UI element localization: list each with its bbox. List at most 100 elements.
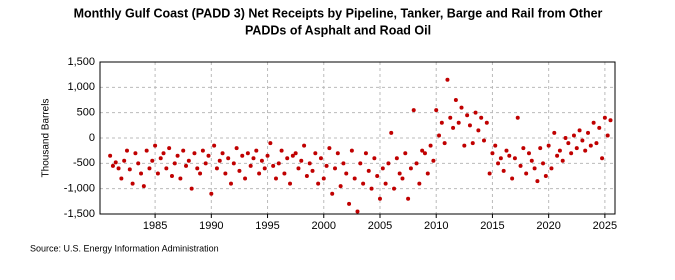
point — [150, 158, 155, 163]
point — [557, 148, 562, 153]
point — [167, 146, 172, 151]
point — [577, 128, 582, 133]
point — [316, 181, 321, 186]
point — [484, 120, 489, 125]
point — [184, 163, 189, 168]
point — [307, 161, 312, 166]
point — [203, 161, 208, 166]
point — [462, 143, 467, 148]
point — [560, 158, 565, 163]
point — [363, 151, 368, 156]
point — [366, 168, 371, 173]
point — [574, 146, 579, 151]
point — [487, 171, 492, 176]
point — [439, 120, 444, 125]
point — [136, 161, 141, 166]
point — [451, 125, 456, 130]
point — [169, 174, 174, 178]
point — [212, 143, 217, 148]
point — [288, 181, 293, 186]
point — [296, 166, 301, 171]
point — [602, 115, 607, 120]
point — [473, 110, 478, 115]
point — [588, 143, 593, 148]
point — [302, 143, 307, 148]
point — [257, 171, 262, 176]
point — [535, 179, 540, 184]
point — [113, 160, 118, 165]
x-tick-label: 1990 — [199, 220, 223, 232]
point — [231, 161, 236, 166]
point — [389, 130, 394, 135]
point — [127, 167, 132, 172]
point — [214, 166, 219, 171]
x-tick-label: 1995 — [255, 220, 279, 232]
point — [583, 148, 588, 153]
y-tick-label: -1,000 — [64, 183, 95, 195]
point — [518, 163, 523, 168]
point — [394, 156, 399, 161]
point — [375, 174, 380, 178]
point — [139, 171, 144, 176]
point — [524, 171, 529, 176]
point — [580, 138, 585, 143]
point — [411, 108, 416, 113]
point — [549, 166, 554, 171]
point — [178, 176, 183, 181]
point — [108, 153, 113, 158]
point — [341, 161, 346, 166]
point — [344, 171, 349, 176]
point — [155, 171, 160, 176]
point — [569, 151, 574, 156]
point — [153, 143, 158, 148]
point — [181, 148, 186, 153]
point — [377, 196, 382, 201]
point — [318, 156, 323, 161]
point — [299, 158, 304, 163]
point — [571, 133, 576, 138]
point — [501, 168, 506, 173]
point — [529, 158, 534, 163]
source: Source: U.S. Energy Information Administ… — [30, 243, 219, 253]
point — [538, 146, 543, 151]
point — [408, 166, 413, 171]
y-tick-label: 500 — [77, 107, 95, 119]
x-tick-label: 2020 — [536, 220, 560, 232]
point — [313, 151, 318, 156]
point — [597, 125, 602, 130]
point — [234, 146, 239, 151]
y-tick-label: 1,500 — [67, 56, 95, 68]
point — [268, 141, 273, 146]
point — [259, 158, 264, 163]
point — [324, 163, 329, 168]
point — [133, 151, 138, 156]
point — [347, 201, 352, 206]
point — [482, 138, 487, 143]
chart-title: PADDs of Asphalt and Road Oil — [245, 23, 431, 37]
point — [285, 156, 290, 161]
point — [220, 151, 225, 156]
point — [335, 151, 340, 156]
point — [434, 108, 439, 113]
point — [479, 115, 484, 120]
point — [147, 166, 152, 171]
point — [124, 148, 129, 153]
point — [355, 209, 360, 214]
point — [164, 166, 169, 171]
point — [245, 151, 250, 156]
point — [507, 153, 512, 158]
point — [470, 141, 475, 146]
point — [476, 128, 481, 133]
point — [425, 171, 430, 176]
point — [158, 156, 163, 161]
point — [192, 151, 197, 156]
point — [144, 148, 149, 153]
point — [206, 153, 211, 158]
point — [279, 148, 284, 153]
point — [243, 176, 248, 181]
point — [310, 168, 315, 173]
point — [237, 168, 242, 173]
point — [372, 156, 377, 161]
point — [600, 156, 605, 161]
point — [380, 166, 385, 171]
